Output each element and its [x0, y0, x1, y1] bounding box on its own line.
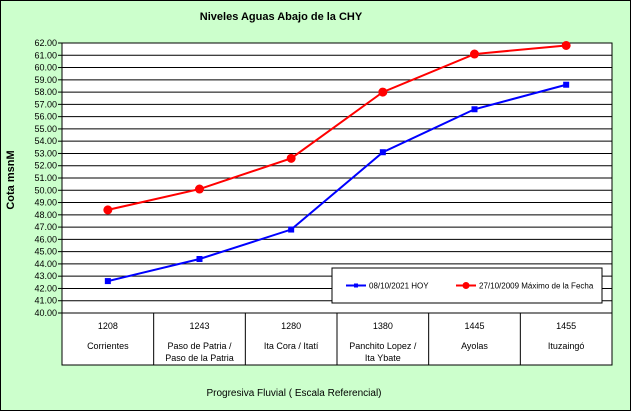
- legend-swatch-marker: [354, 283, 358, 288]
- y-tick-label: 43.00: [34, 271, 57, 281]
- data-point: [103, 205, 113, 215]
- y-tick-label: 52.00: [34, 161, 57, 171]
- data-point: [286, 153, 296, 163]
- x-tick-code: 1280: [281, 321, 301, 331]
- x-tick-label: Ita Ybate: [365, 353, 401, 363]
- data-point: [379, 149, 386, 156]
- y-tick-label: 60.00: [34, 63, 57, 73]
- legend-entry-label: 27/10/2009 Máximo de la Fecha: [479, 282, 594, 291]
- y-tick-label: 59.00: [34, 75, 57, 85]
- data-point: [471, 106, 478, 113]
- data-point: [288, 226, 295, 233]
- data-point: [470, 49, 479, 59]
- y-tick-label: 51.00: [34, 173, 57, 183]
- x-axis-label: Progresiva Fluvial ( Escala Referencial): [206, 388, 381, 399]
- data-point: [378, 87, 388, 97]
- x-tick-label: Ita Cora / Itatí: [264, 341, 319, 351]
- legend: 08/10/2021 HOY 27/10/2009 Máximo de la Fe…: [331, 267, 603, 304]
- y-tick-label: 44.00: [34, 259, 57, 269]
- y-tick-label: 42.00: [34, 283, 57, 293]
- x-tick-code: 1455: [556, 321, 576, 331]
- series-line: [107, 44, 567, 211]
- x-tick-code: 1243: [189, 321, 209, 331]
- y-tick-label: 61.00: [34, 50, 57, 60]
- plot-area: 40.00 41.00 42.00 43.00 44.00 45.00 46.00 47.00…: [34, 38, 613, 366]
- y-tick-label: 40.00: [34, 308, 57, 318]
- chart-title: Niveles Aguas Abajo de la CHY: [200, 11, 363, 23]
- x-tick-label: Panchito Lopez /: [349, 341, 417, 351]
- series-line: [107, 83, 567, 283]
- y-tick-label: 55.00: [34, 124, 57, 134]
- y-tick-label: 41.00: [34, 296, 57, 306]
- x-tick-label: Ituzaingó: [548, 341, 585, 351]
- y-tick-label: 53.00: [34, 148, 57, 158]
- x-tick-label: Paso de la Patria: [165, 353, 234, 363]
- y-tick-label: 57.00: [34, 99, 57, 109]
- x-tick-label: Ayolas: [461, 341, 488, 351]
- data-point: [104, 278, 111, 285]
- y-tick-label: 46.00: [34, 234, 57, 244]
- y-tick-label: 48.00: [34, 210, 57, 220]
- y-axis-label: Cota msnM: [5, 150, 17, 209]
- y-tick-label: 56.00: [34, 112, 57, 122]
- y-tick-label: 49.00: [34, 198, 57, 208]
- y-tick-label: 54.00: [34, 136, 57, 146]
- y-tick-label: 50.00: [34, 185, 57, 195]
- x-tick-code: 1208: [98, 321, 118, 331]
- y-tick-label: 47.00: [34, 222, 57, 232]
- x-tick-label: Corrientes: [87, 341, 129, 351]
- data-point: [195, 184, 204, 194]
- y-tick-label: 62.00: [34, 38, 57, 48]
- data-point: [561, 40, 571, 50]
- x-tick-code: 1445: [464, 321, 484, 331]
- data-point: [196, 256, 203, 262]
- data-point: [563, 81, 570, 88]
- legend-swatch-marker: [462, 282, 470, 289]
- y-tick-label: 58.00: [34, 87, 57, 97]
- legend-entry-label: 08/10/2021 HOY: [369, 282, 429, 291]
- x-tick-code: 1380: [373, 321, 393, 331]
- x-tick-label: Paso de Patria /: [167, 341, 232, 351]
- y-tick-label: 45.00: [34, 247, 57, 257]
